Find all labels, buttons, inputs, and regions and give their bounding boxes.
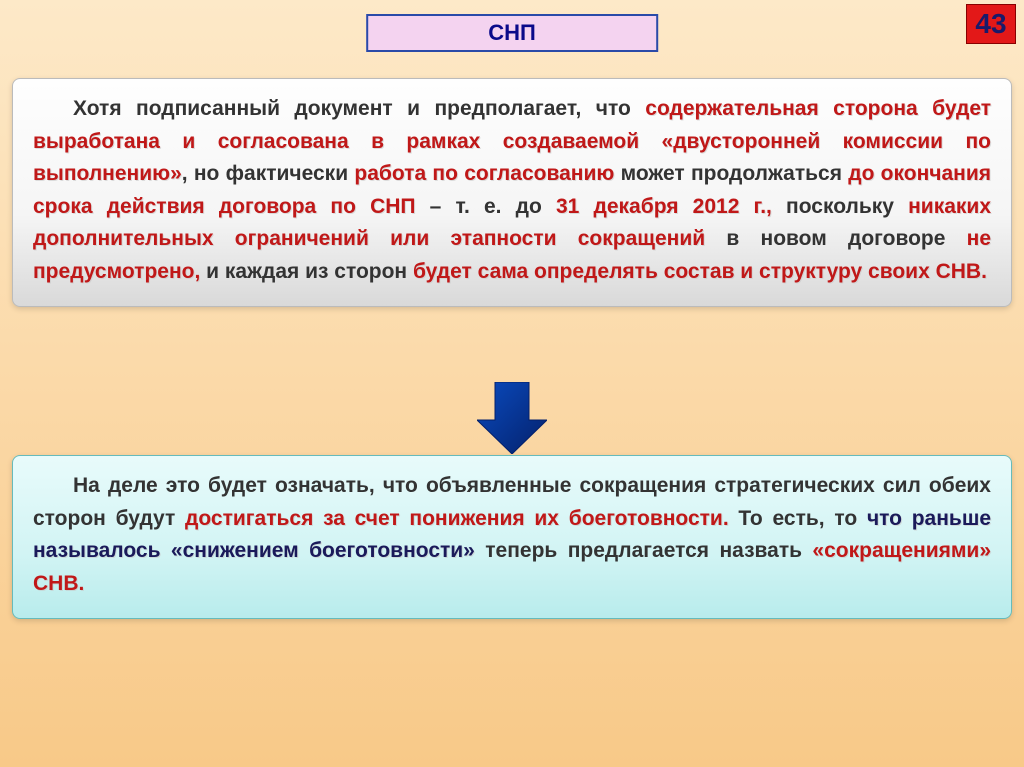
down-arrow-icon [477, 382, 547, 454]
content-box-2: На деле это будет означать, что объявлен… [12, 455, 1012, 619]
page-number-badge: 43 [966, 4, 1016, 44]
content-box-1: Хотя подписанный документ и предполагает… [12, 78, 1012, 307]
box1-text: Хотя подписанный документ и предполагает… [33, 97, 991, 283]
box2-text: На деле это будет означать, что объявлен… [33, 474, 991, 595]
slide-title: СНП [366, 14, 658, 52]
